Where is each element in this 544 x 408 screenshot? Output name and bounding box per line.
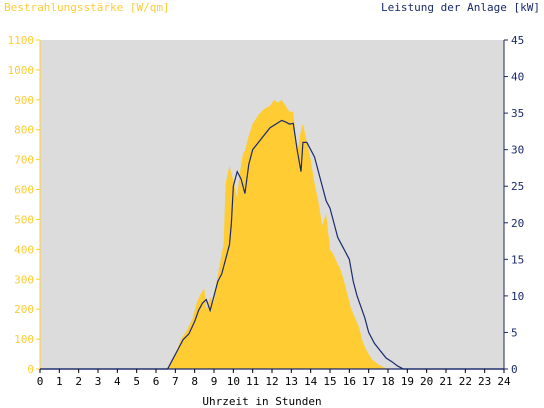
left-axis-title: Bestrahlungsstärke [W/qm] [4, 1, 170, 14]
y-right-tick-label: 5 [511, 326, 518, 339]
y-left-tick-label: 600 [14, 184, 34, 197]
x-tick-label: 12 [265, 375, 278, 388]
x-tick-label: 15 [323, 375, 336, 388]
x-tick-label: 17 [362, 375, 375, 388]
x-tick-label: 18 [381, 375, 394, 388]
y-right-tick-label: 0 [511, 363, 518, 376]
x-axis-title: Uhrzeit in Stunden [202, 395, 321, 408]
y-left-tick-label: 1000 [8, 64, 35, 77]
right-axis-title: Leistung der Anlage [kW] [381, 1, 540, 14]
x-tick-label: 19 [401, 375, 414, 388]
y-right-tick-label: 25 [511, 180, 524, 193]
x-tick-label: 10 [227, 375, 240, 388]
y-right-tick-label: 45 [511, 34, 524, 47]
x-tick-label: 3 [95, 375, 102, 388]
x-tick-label: 0 [37, 375, 44, 388]
y-left-tick-label: 900 [14, 94, 34, 107]
y-left-tick-label: 100 [14, 333, 34, 346]
x-tick-label: 22 [459, 375, 472, 388]
y-right-tick-label: 10 [511, 290, 524, 303]
x-tick-label: 21 [439, 375, 452, 388]
y-left-tick-label: 0 [27, 363, 34, 376]
y-left-tick-label: 400 [14, 243, 34, 256]
y-left-tick-label: 1100 [8, 34, 35, 47]
x-tick-label: 2 [75, 375, 82, 388]
x-tick-label: 7 [172, 375, 179, 388]
x-tick-label: 23 [478, 375, 491, 388]
y-right-tick-label: 15 [511, 253, 524, 266]
x-tick-label: 5 [133, 375, 140, 388]
y-left-tick-label: 800 [14, 124, 34, 137]
x-tick-label: 9 [211, 375, 218, 388]
y-right-tick-label: 35 [511, 107, 524, 120]
y-right-tick-label: 30 [511, 144, 524, 157]
x-tick-label: 6 [153, 375, 160, 388]
y-left-tick-label: 700 [14, 154, 34, 167]
x-tick-label: 14 [304, 375, 318, 388]
y-left-tick-label: 500 [14, 213, 34, 226]
y-right-tick-label: 40 [511, 71, 524, 84]
x-tick-label: 16 [343, 375, 356, 388]
x-tick-label: 13 [285, 375, 298, 388]
x-tick-label: 11 [246, 375, 259, 388]
y-right-tick-label: 20 [511, 217, 524, 230]
x-tick-label: 24 [497, 375, 511, 388]
x-tick-label: 20 [420, 375, 433, 388]
x-tick-label: 1 [56, 375, 63, 388]
y-left-tick-label: 300 [14, 273, 34, 286]
series-irradiance-area [40, 99, 504, 369]
y-left-tick-label: 200 [14, 303, 34, 316]
x-tick-label: 4 [114, 375, 121, 388]
series-power-line [40, 119, 504, 370]
x-tick-label: 8 [191, 375, 198, 388]
